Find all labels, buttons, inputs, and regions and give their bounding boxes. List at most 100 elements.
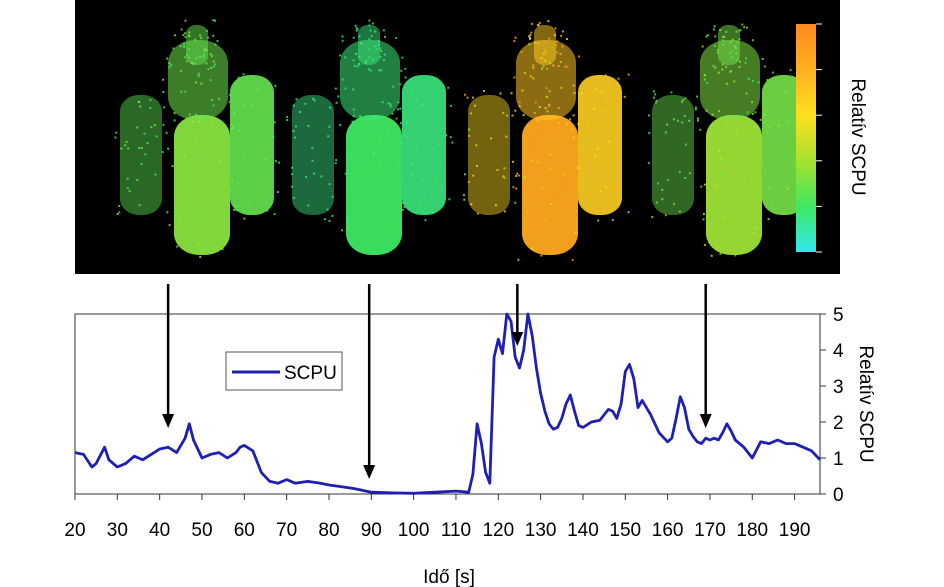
heatmap-speckle	[205, 62, 208, 65]
heatmap-speckle	[299, 111, 302, 113]
heatmap-speckle	[172, 47, 175, 50]
heatmap-speckle	[368, 56, 371, 59]
heatmap-speckle	[784, 91, 787, 94]
heatmap-speckle	[681, 121, 684, 124]
x-tick-label: 30	[107, 520, 128, 541]
heatmap-speckle	[559, 53, 562, 55]
heatmap-speckle	[767, 218, 770, 221]
heatmap-speckle	[523, 183, 526, 186]
heatmap-speckle	[205, 49, 208, 52]
heatmap-speckle	[352, 59, 355, 62]
heatmap-speckle	[421, 210, 424, 213]
heatmap-speckle	[725, 65, 728, 68]
heatmap-speckle	[684, 143, 687, 146]
heatmap-speckle	[212, 34, 215, 37]
heatmap-speckle	[526, 210, 529, 213]
heatmap-speckle	[611, 218, 614, 221]
heatmap-speckle	[195, 81, 198, 84]
heatmap-speckle	[528, 43, 531, 46]
heatmap-speckle	[681, 100, 683, 103]
heatmap-speckle	[115, 131, 118, 134]
heatmap-speckle	[231, 126, 234, 129]
heatmap-speckle	[410, 163, 413, 166]
heatmap-speckle	[512, 186, 515, 189]
y-tick-label: 0	[833, 485, 844, 506]
heatmap-speckle	[451, 141, 454, 144]
heatmap-speckle	[247, 204, 250, 207]
heatmap-speckle	[199, 256, 202, 258]
heatmap-speckle	[648, 114, 651, 117]
heatmap-speckle	[212, 104, 215, 107]
heatmap-speckle	[464, 173, 466, 176]
heatmap-speckle	[431, 195, 434, 198]
heatmap-speckle	[544, 59, 547, 62]
heatmap-speckle	[750, 180, 753, 183]
heatmap-speckle	[648, 131, 651, 134]
heatmap-speckle	[335, 101, 338, 104]
heatmap-speckle	[339, 123, 342, 126]
heatmap-speckle	[367, 68, 370, 71]
heatmap-speckle	[391, 230, 394, 232]
heatmap-speckle	[237, 76, 240, 79]
heatmap-speckle	[387, 129, 389, 132]
heatmap-speckle	[410, 91, 412, 94]
heatmap-speckle	[472, 96, 474, 99]
heatmap-speckle	[518, 105, 521, 108]
heatmap-speckle	[384, 36, 387, 38]
heatmap-speckle	[243, 217, 246, 220]
heatmap-speckle	[163, 106, 166, 109]
heatmap-speckle	[513, 76, 516, 79]
heatmap-speckle	[778, 124, 780, 127]
heatmap-speckle	[237, 181, 239, 184]
heatmap-speckle	[352, 88, 355, 91]
heatmap-speckle	[566, 65, 569, 68]
heatmap-speckle	[572, 114, 575, 117]
heatmap-speckle	[228, 101, 231, 103]
heatmap-speckle	[757, 81, 760, 84]
heatmap-speckle	[544, 107, 547, 110]
heatmap-speckle	[725, 82, 728, 85]
y-tick-label: 3	[833, 377, 844, 398]
heatmap-speckle	[307, 204, 310, 207]
heatmap-speckle	[184, 35, 187, 38]
heatmap-speckle	[534, 101, 537, 104]
heatmap-blob	[186, 25, 208, 65]
heatmap-speckle	[518, 100, 521, 103]
heatmap-speckle	[266, 209, 269, 212]
heatmap-speckle	[703, 244, 706, 246]
annotation-arrow	[511, 284, 524, 346]
heatmap-speckle	[657, 182, 660, 185]
heatmap-speckle	[467, 181, 470, 184]
heatmap-speckle	[236, 128, 239, 131]
heatmap-speckle	[183, 42, 186, 45]
heatmap-speckle	[516, 172, 519, 175]
heatmap-speckle	[379, 206, 382, 209]
heatmap-speckle	[789, 69, 792, 72]
heatmap-speckle	[739, 60, 741, 63]
heatmap-speckle	[768, 126, 770, 129]
heatmap-speckle	[531, 247, 534, 250]
heatmap-speckle	[372, 22, 374, 25]
heatmap-speckle	[369, 69, 372, 72]
heatmap-speckle	[380, 69, 383, 72]
heatmap-speckle	[694, 106, 697, 109]
heatmap-speckle	[140, 163, 143, 165]
heatmap-speckle	[747, 77, 750, 80]
heatmap-speckle	[307, 124, 310, 127]
line-chart: 20 30 40 50 60 70 80 90 100 110 120 130 140 150 160 170…	[64, 305, 876, 587]
heatmap-speckle	[424, 219, 427, 222]
heatmap-speckle	[291, 166, 294, 169]
heatmap-speckle	[368, 19, 371, 22]
heatmap-speckle	[775, 150, 778, 153]
heatmap-speckle	[538, 22, 541, 24]
heatmap-speckle	[180, 28, 183, 31]
heatmap-speckle	[738, 66, 741, 68]
heatmap-speckle	[541, 186, 544, 189]
heatmap-speckle	[197, 166, 200, 169]
heatmap-speckle	[166, 57, 169, 60]
heatmap-speckle	[735, 30, 738, 33]
heatmap-speckle	[737, 125, 740, 128]
heatmap-speckle	[708, 132, 711, 135]
heatmap-speckle	[654, 101, 657, 104]
heatmap-speckle	[683, 115, 686, 117]
